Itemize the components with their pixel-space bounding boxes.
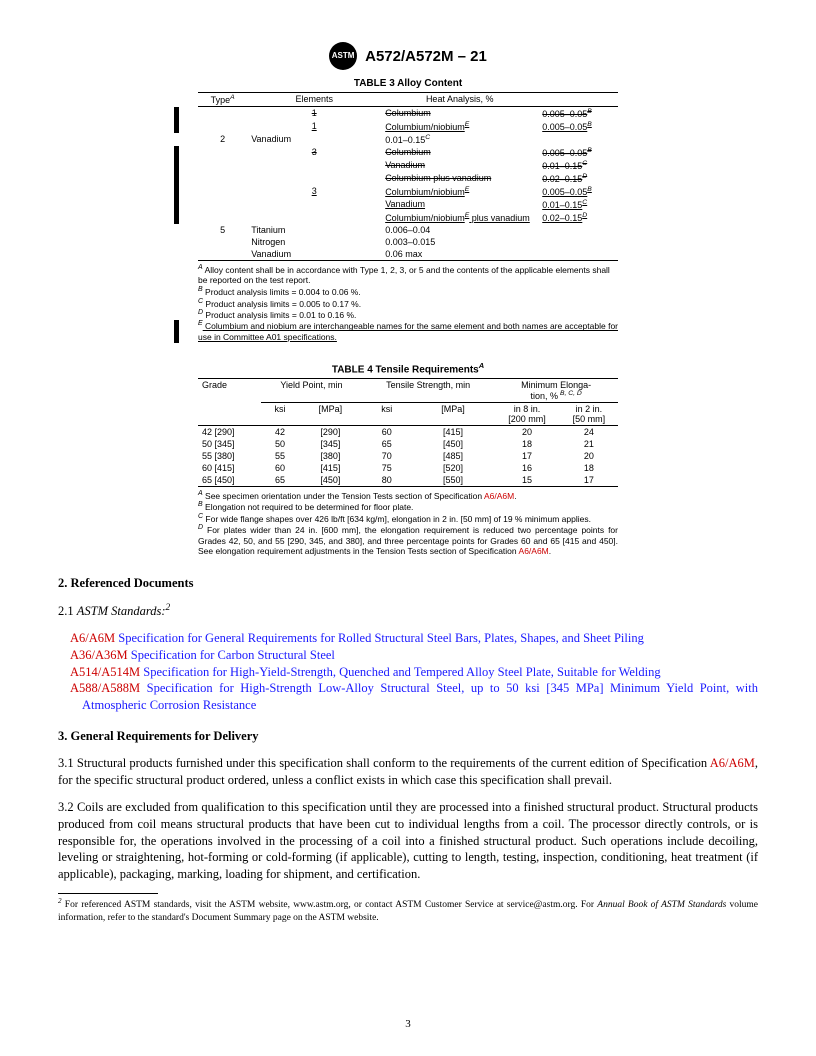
table-row: Columbium/niobiumE plus vanadium0.02–0.1… — [198, 211, 618, 224]
t3-head-elements: Elements — [247, 93, 381, 107]
section-2-1: 2.1 ASTM Standards:2 — [58, 602, 758, 620]
section-3-1: 3.1 Structural products furnished under … — [58, 755, 758, 789]
table-4-tensile: TABLE 4 Tensile RequirementsA Grade Yiel… — [198, 361, 618, 557]
reference-item: A514/A514M Specification for High-Yield-… — [70, 664, 758, 681]
table-row: Vanadium0.01–0.15C — [198, 198, 618, 211]
table-row: 60 [415]60[415]75[520]1618 — [198, 462, 618, 474]
astm-logo-icon: ASTM — [329, 42, 357, 70]
reference-link[interactable]: A36/A36M — [70, 648, 128, 662]
table-3-title: TABLE 3 Alloy Content — [198, 78, 618, 89]
table-3-footnotes: A Alloy content shall be in accordance w… — [198, 264, 618, 343]
t4-head-grade: Grade — [198, 378, 261, 425]
table-row: Nitrogen0.003–0.015 — [198, 236, 618, 248]
table-row: 5Titanium0.006–0.04 — [198, 224, 618, 236]
table-row: 50 [345]50[345]65[450]1821 — [198, 438, 618, 450]
section-3-2: 3.2 Coils are excluded from qualificatio… — [58, 799, 758, 883]
table-4-title: TABLE 4 Tensile RequirementsA — [198, 361, 618, 375]
footnote-2: 2 For referenced ASTM standards, visit t… — [58, 897, 758, 924]
table-row: 3Columbium0.005–0.05B — [198, 146, 618, 159]
link-a6a6m[interactable]: A6/A6M — [484, 491, 514, 501]
page-number: 3 — [0, 1018, 816, 1030]
t4-head-elong: Minimum Elonga- tion, % B, C, D — [494, 378, 618, 402]
reference-item: A36/A36M Specification for Carbon Struct… — [70, 647, 758, 664]
standard-number: A572/A572M – 21 — [365, 48, 487, 65]
t3-head-type: Type — [211, 95, 231, 105]
reference-link[interactable]: A588/A588M — [70, 681, 140, 695]
footnote-rule — [58, 893, 158, 894]
t4-head-tensile: Tensile Strength, min — [362, 378, 494, 402]
table-3-alloy-content: TABLE 3 Alloy Content TypeA Elements Hea… — [198, 78, 618, 343]
table-row: 1Columbium/niobiumE0.005–0.05B — [198, 120, 618, 133]
reference-item: A588/A588M Specification for High-Streng… — [70, 680, 758, 714]
table-row: 65 [450]65[450]80[550]1517 — [198, 474, 618, 487]
link-a6a6m[interactable]: A6/A6M — [710, 756, 755, 770]
reference-item: A6/A6M Specification for General Require… — [70, 630, 758, 647]
section-2-heading: 2. Referenced Documents — [58, 575, 758, 592]
table-row: Vanadium0.01–0.15C — [198, 159, 618, 172]
table-row: Vanadium0.06 max — [198, 248, 618, 261]
table-row: 2Vanadium0.01–0.15C — [198, 133, 618, 146]
table-row: 3Columbium/niobiumE0.005–0.05B — [198, 185, 618, 198]
page-header: ASTM A572/A572M – 21 — [58, 42, 758, 70]
referenced-standards-list: A6/A6M Specification for General Require… — [70, 630, 758, 714]
body-text: 2. Referenced Documents 2.1 ASTM Standar… — [58, 575, 758, 924]
table-row: 42 [290]42[290]60[415]2024 — [198, 425, 618, 438]
table-row: 55 [380]55[380]70[485]1720 — [198, 450, 618, 462]
reference-link[interactable]: A514/A514M — [70, 665, 140, 679]
table-row: Columbium plus vanadium0.02–0.15D — [198, 172, 618, 185]
reference-link[interactable]: A6/A6M — [70, 631, 115, 645]
table-row: 1Columbium0.005–0.05B — [198, 107, 618, 121]
section-3-heading: 3. General Requirements for Delivery — [58, 728, 758, 745]
table-4-footnotes: A See specimen orientation under the Ten… — [198, 490, 618, 557]
link-a6a6m[interactable]: A6/A6M — [519, 546, 549, 556]
t4-head-yield: Yield Point, min — [261, 378, 362, 402]
t3-head-heat: Heat Analysis, % — [381, 93, 538, 107]
